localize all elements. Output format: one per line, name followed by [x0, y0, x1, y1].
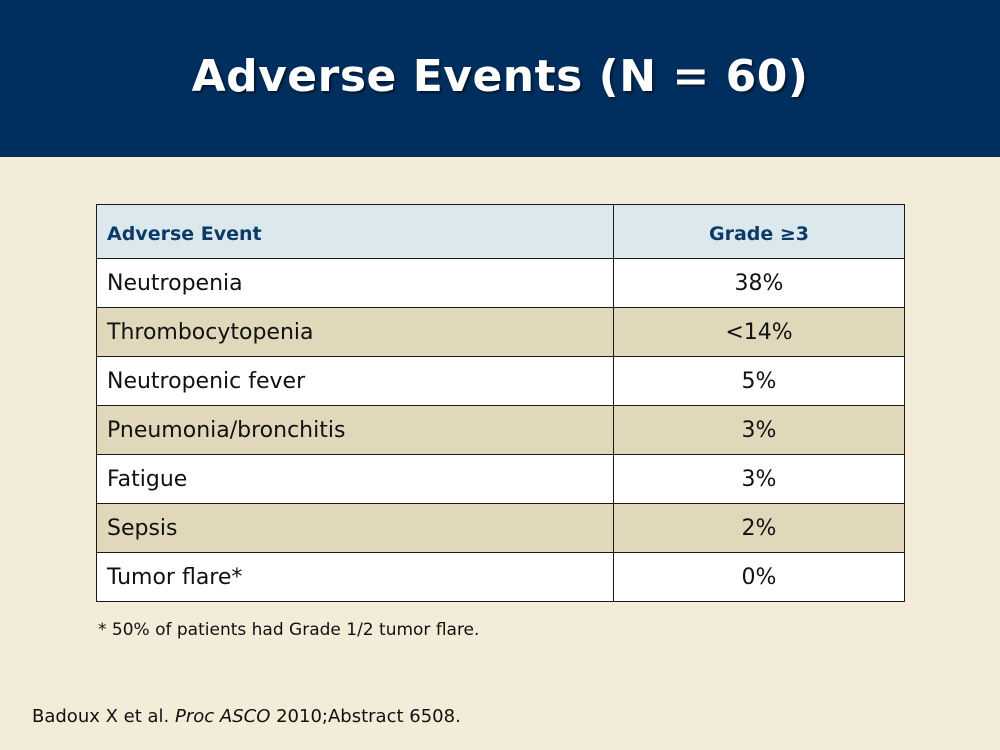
footnote: * 50% of patients had Grade 1/2 tumor fl…: [98, 620, 480, 640]
citation-authors: Badoux X et al.: [32, 706, 170, 727]
grade-cell: 3%: [613, 405, 905, 455]
table-row: Thrombocytopenia <14%: [96, 307, 905, 357]
event-cell: Fatigue: [96, 454, 614, 504]
event-cell: Sepsis: [96, 503, 614, 553]
event-cell: Neutropenia: [96, 258, 614, 308]
event-cell: Tumor flare*: [96, 552, 614, 602]
slide-title: Adverse Events (N = 60): [191, 51, 809, 102]
table-row: Neutropenic fever 5%: [96, 356, 905, 406]
citation: Badoux X et al. Proc ASCO 2010;Abstract …: [32, 706, 461, 727]
table-row: Tumor flare* 0%: [96, 552, 905, 602]
grade-cell: 3%: [613, 454, 905, 504]
table-row: Sepsis 2%: [96, 503, 905, 553]
citation-details: 2010;Abstract 6508.: [276, 706, 461, 727]
event-cell: Neutropenic fever: [96, 356, 614, 406]
title-banner: Adverse Events (N = 60): [0, 0, 1000, 157]
column-header-adverse-event: Adverse Event: [96, 204, 614, 259]
grade-cell: 2%: [613, 503, 905, 553]
table-row: Pneumonia/bronchitis 3%: [96, 405, 905, 455]
citation-journal: Proc ASCO: [175, 706, 271, 727]
event-cell: Thrombocytopenia: [96, 307, 614, 357]
grade-cell: 0%: [613, 552, 905, 602]
table-row: Fatigue 3%: [96, 454, 905, 504]
table-row: Neutropenia 38%: [96, 258, 905, 308]
grade-cell: 38%: [613, 258, 905, 308]
grade-cell: <14%: [613, 307, 905, 357]
column-header-grade: Grade ≥3: [613, 204, 905, 259]
event-cell: Pneumonia/bronchitis: [96, 405, 614, 455]
adverse-events-table: Adverse Event Grade ≥3 Neutropenia 38% T…: [96, 204, 905, 602]
table-header-row: Adverse Event Grade ≥3: [96, 204, 905, 259]
grade-cell: 5%: [613, 356, 905, 406]
